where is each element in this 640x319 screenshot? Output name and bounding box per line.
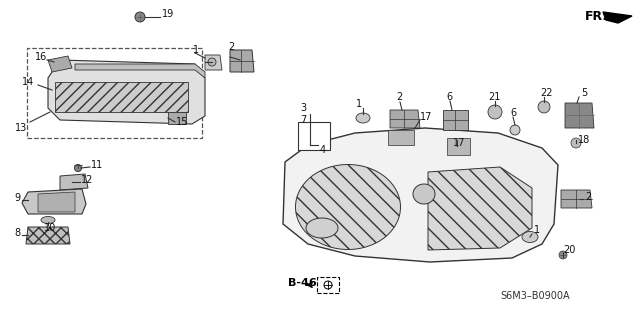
Polygon shape (447, 138, 470, 155)
Text: 2: 2 (228, 42, 234, 52)
Text: 19: 19 (162, 9, 174, 19)
FancyArrowPatch shape (308, 283, 312, 287)
Polygon shape (48, 60, 205, 124)
Text: 2: 2 (396, 92, 403, 102)
Polygon shape (603, 12, 632, 23)
Bar (27, 48, 202, 138)
Polygon shape (48, 56, 72, 72)
Polygon shape (26, 227, 70, 244)
Text: S6M3–B0900A: S6M3–B0900A (500, 291, 570, 301)
Polygon shape (55, 82, 188, 112)
Text: 2: 2 (585, 192, 591, 202)
Polygon shape (390, 110, 420, 128)
Text: 11: 11 (91, 160, 103, 170)
Text: 15: 15 (176, 117, 188, 127)
Text: 20: 20 (563, 245, 575, 255)
Text: 5: 5 (581, 88, 588, 98)
Text: B-46: B-46 (288, 278, 317, 288)
Polygon shape (428, 167, 532, 250)
Text: 6: 6 (446, 92, 452, 102)
Text: 9: 9 (14, 193, 20, 203)
Text: 6: 6 (510, 108, 516, 118)
Ellipse shape (522, 232, 538, 242)
Polygon shape (205, 55, 222, 70)
Polygon shape (22, 189, 86, 214)
Polygon shape (561, 190, 592, 208)
Polygon shape (75, 64, 205, 78)
Text: 8: 8 (14, 228, 20, 238)
Text: 17: 17 (453, 138, 465, 148)
Circle shape (510, 125, 520, 135)
Bar (298, 122, 330, 150)
Polygon shape (283, 128, 558, 262)
Text: 4: 4 (320, 145, 326, 155)
Polygon shape (230, 50, 254, 72)
Text: 17: 17 (420, 112, 433, 122)
Text: 1: 1 (534, 225, 540, 235)
Text: 10: 10 (44, 223, 56, 233)
Ellipse shape (356, 113, 370, 123)
Circle shape (559, 251, 567, 259)
Circle shape (74, 165, 81, 172)
Polygon shape (60, 174, 88, 190)
Text: 13: 13 (15, 123, 28, 133)
Text: 12: 12 (81, 175, 93, 185)
Text: 7: 7 (300, 115, 307, 125)
Circle shape (571, 138, 581, 148)
Text: 3: 3 (300, 103, 306, 113)
Text: 14: 14 (22, 77, 35, 87)
Polygon shape (565, 103, 594, 128)
Ellipse shape (41, 217, 55, 224)
Circle shape (538, 101, 550, 113)
Text: FR.: FR. (585, 10, 608, 23)
Circle shape (488, 105, 502, 119)
Ellipse shape (306, 218, 338, 238)
Circle shape (135, 12, 145, 22)
Bar (317, 277, 339, 293)
Polygon shape (168, 112, 186, 124)
Text: 22: 22 (540, 88, 552, 98)
Circle shape (208, 58, 216, 66)
Ellipse shape (413, 184, 435, 204)
Polygon shape (388, 130, 414, 145)
Polygon shape (38, 192, 75, 212)
Polygon shape (443, 110, 468, 130)
Ellipse shape (296, 165, 401, 249)
Text: 18: 18 (578, 135, 590, 145)
Text: 16: 16 (35, 52, 47, 62)
Text: 1: 1 (356, 99, 362, 109)
Text: 21: 21 (488, 92, 500, 102)
Text: 1: 1 (193, 45, 199, 55)
